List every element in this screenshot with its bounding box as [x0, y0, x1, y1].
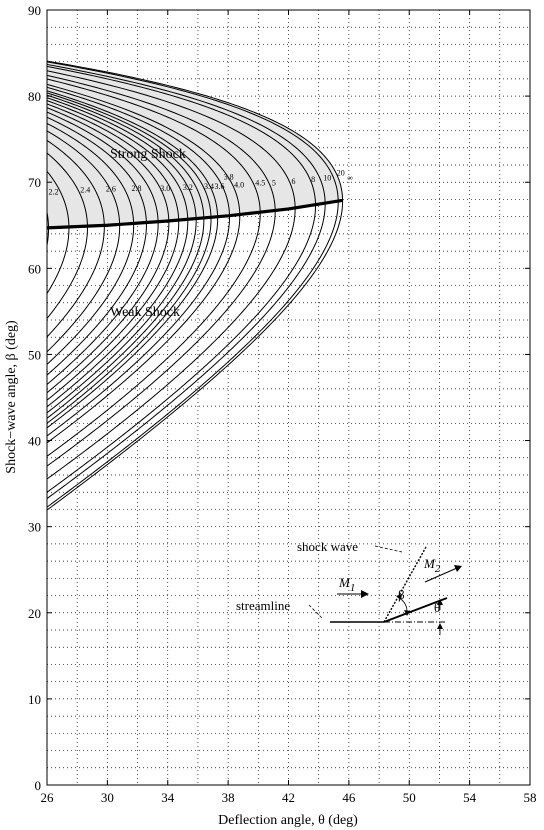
mach-curve — [46, 152, 88, 319]
mach-curve — [46, 90, 219, 429]
x-tick-label: 38 — [222, 790, 235, 805]
mach-label: 8 — [311, 175, 315, 184]
inset-shock-wave-line — [383, 546, 427, 623]
mach-curve — [46, 139, 105, 338]
mach-label: ∞ — [347, 174, 353, 183]
y-axis-label: Shock−wave angle, β (deg) — [4, 320, 19, 474]
mach-curve — [46, 63, 326, 499]
mach-curve — [46, 100, 189, 408]
x-tick-label: 42 — [282, 790, 295, 805]
mach-label: 5 — [272, 179, 276, 188]
x-tick-label: 34 — [161, 790, 175, 805]
x-axis-label: Deflection angle, θ (deg) — [218, 813, 358, 828]
y-tick-label: 30 — [28, 520, 41, 535]
x-tick-label: 50 — [403, 790, 416, 805]
mach-curve — [46, 78, 261, 457]
mach-curve — [46, 111, 159, 385]
y-tick-label: 80 — [28, 89, 41, 104]
mach-curve — [46, 92, 212, 424]
inset-beta-arrowhead-2 — [404, 610, 410, 616]
y-tick-label: 70 — [28, 175, 41, 190]
inset-beta-arrowhead — [396, 594, 402, 600]
mach-curve — [46, 107, 170, 394]
x-tick-label: 58 — [524, 790, 537, 805]
mach-label: 2.6 — [106, 185, 116, 194]
mach-curve — [46, 94, 205, 419]
inset-diagram: shock wave streamline M1 M2 β θ — [236, 539, 462, 635]
y-tick-label: 0 — [35, 778, 42, 793]
mach-label: 10 — [323, 174, 331, 183]
mach-labels: 2.2 2.4 2.6 2.8 3.0 3.2 3.4 3.6 4.03.8 4.5 5 6 8 10 20… — [49, 168, 354, 196]
inset-m2-arrowhead — [454, 565, 462, 572]
mach-curve — [46, 116, 147, 376]
y-tick-label: 10 — [28, 692, 41, 707]
y-tick-label: 90 — [28, 3, 41, 18]
mach-curve — [46, 61, 339, 508]
inset-m1-label: M1 — [338, 575, 355, 594]
mach-label: 3.8 — [224, 173, 234, 182]
mach-curve — [46, 97, 197, 414]
mach-label: 4.5 — [255, 179, 265, 188]
weak-shock-label: Weak Shock — [110, 305, 180, 320]
mach-curve — [46, 103, 180, 401]
mach-label: 3.2 — [183, 183, 193, 192]
strong-shock-label: Strong Shock — [110, 147, 186, 162]
inset-theta-arrowhead-top — [437, 599, 443, 605]
mach-curves — [46, 60, 344, 511]
mach-curve — [46, 86, 231, 437]
mach-curve — [46, 74, 276, 467]
inset-m2-label: M2 — [423, 556, 441, 575]
mach-label: 3.0 — [160, 184, 170, 193]
mach-label: 3.6 — [215, 182, 225, 191]
mach-curve — [46, 60, 344, 511]
y-tick-label: 50 — [28, 347, 41, 362]
inset-leader-stream — [308, 604, 323, 619]
y-tick-label: 60 — [28, 261, 41, 276]
mach-label: 3.4 — [204, 182, 214, 191]
x-tick-label: 54 — [463, 790, 477, 805]
x-tick-label: 46 — [342, 790, 356, 805]
mach-label: 20 — [337, 168, 345, 177]
sonic-line-path — [46, 198, 344, 230]
inset-theta-label: θ — [434, 600, 440, 615]
mach-label: 2.4 — [80, 186, 90, 195]
sonic-line — [46, 198, 344, 230]
mach-label: 2.8 — [132, 184, 142, 193]
inset-m2-arrow — [424, 567, 458, 583]
y-tick-label: 40 — [28, 434, 41, 449]
inset-m1-arrowhead — [361, 590, 369, 598]
x-tick-label: 30 — [101, 790, 114, 805]
mach-curve — [46, 130, 121, 353]
inset-streamline-label: streamline — [236, 598, 290, 613]
mach-curve — [46, 171, 70, 294]
mach-curve — [46, 65, 317, 493]
inset-wedge-surface — [383, 597, 448, 623]
mach-label: 2.2 — [49, 187, 59, 196]
inset-shock-wave-label: shock wave — [297, 539, 358, 554]
mach-curve — [46, 83, 241, 444]
inset-theta-arrowhead-bot — [437, 623, 443, 629]
mach-label: 6 — [292, 177, 296, 186]
mach-label: 4.0 — [234, 180, 244, 189]
y-tick-label: 20 — [28, 606, 41, 621]
mach-curve — [46, 122, 135, 365]
inset-beta-label: β — [398, 587, 405, 602]
mach-curve — [46, 70, 296, 480]
x-tick-label: 26 — [41, 790, 55, 805]
